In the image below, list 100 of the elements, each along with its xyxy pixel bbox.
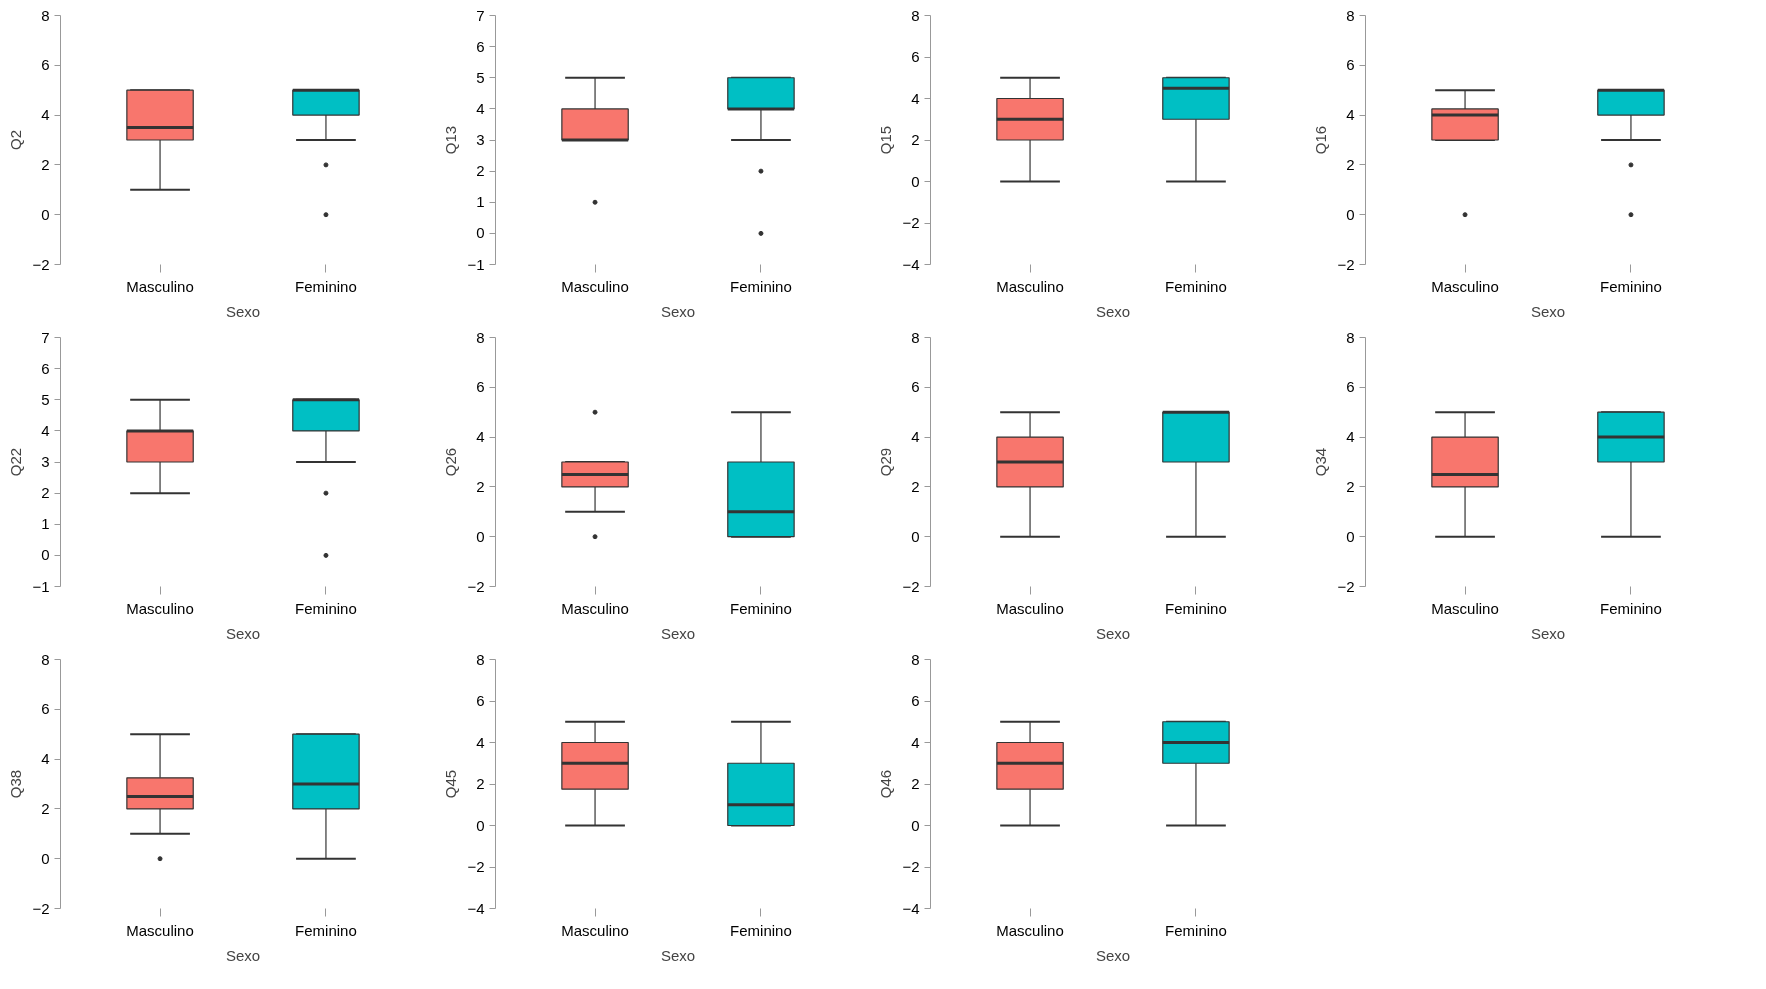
y-tick-label: 4 bbox=[1346, 106, 1355, 124]
y-tick-label: 4 bbox=[911, 428, 920, 446]
x-tick-label: Masculino bbox=[126, 921, 194, 939]
y-tick-label: −2 bbox=[902, 858, 920, 875]
y-axis-title: Q15 bbox=[877, 125, 895, 155]
y-tick-label: 3 bbox=[41, 453, 50, 470]
y-tick-label: −2 bbox=[32, 255, 50, 273]
y-tick-label: 6 bbox=[911, 378, 920, 396]
y-tick-label: 6 bbox=[41, 359, 50, 377]
y-tick-label: 0 bbox=[41, 849, 50, 867]
y-tick-label: 2 bbox=[1346, 155, 1355, 173]
x-tick-label: Feminino bbox=[295, 599, 357, 617]
x-tick-label: Masculino bbox=[1431, 599, 1499, 617]
y-tick-label: −4 bbox=[902, 899, 920, 917]
y-tick-label: 8 bbox=[911, 6, 920, 24]
x-axis-title: Sexo bbox=[225, 946, 261, 964]
y-tick-label: −2 bbox=[1337, 577, 1355, 595]
y-tick-label: 0 bbox=[476, 816, 485, 834]
x-axis-title: Sexo bbox=[1095, 946, 1131, 964]
y-tick-label: 0 bbox=[911, 172, 920, 190]
x-axis-title: Sexo bbox=[225, 624, 261, 642]
x-tick-label: Masculino bbox=[126, 277, 194, 295]
y-tick-label: 6 bbox=[911, 48, 920, 65]
y-tick-label: 8 bbox=[41, 6, 50, 24]
x-tick-label: Feminino bbox=[730, 599, 792, 617]
y-tick-label: 8 bbox=[1346, 328, 1355, 346]
y-tick-label: −1 bbox=[467, 255, 485, 273]
y-tick-label: 6 bbox=[41, 56, 50, 74]
y-tick-label: 2 bbox=[41, 799, 50, 817]
x-tick-label: Feminino bbox=[1600, 277, 1662, 295]
y-axis-title: Q16 bbox=[1312, 125, 1330, 155]
y-tick-label: 2 bbox=[41, 155, 50, 173]
y-tick-label: 4 bbox=[41, 106, 50, 124]
x-tick-label: Feminino bbox=[730, 277, 792, 295]
y-tick-label: 0 bbox=[1346, 527, 1355, 545]
y-axis-title: Q29 bbox=[877, 447, 895, 477]
x-axis-title: Sexo bbox=[225, 302, 261, 320]
y-axis-title: Q22 bbox=[7, 447, 25, 477]
y-tick-label: −2 bbox=[902, 577, 920, 595]
y-tick-label: 0 bbox=[1346, 205, 1355, 223]
y-tick-label: 7 bbox=[41, 328, 50, 346]
y-tick-label: 8 bbox=[476, 328, 485, 346]
y-tick-label: 8 bbox=[1346, 6, 1355, 24]
y-tick-label: 1 bbox=[41, 515, 50, 533]
y-tick-label: 4 bbox=[911, 89, 920, 107]
y-tick-label: 0 bbox=[476, 527, 485, 545]
x-tick-label: Masculino bbox=[996, 921, 1064, 939]
y-tick-label: −2 bbox=[1337, 255, 1355, 273]
y-tick-label: 0 bbox=[911, 527, 920, 545]
y-tick-label: 4 bbox=[41, 750, 50, 768]
y-tick-label: 5 bbox=[476, 68, 485, 86]
y-axis-title: Q26 bbox=[442, 447, 460, 477]
y-tick-label: −2 bbox=[32, 899, 50, 917]
x-tick-label: Masculino bbox=[126, 599, 194, 617]
y-tick-label: −2 bbox=[902, 214, 920, 231]
y-tick-label: 1 bbox=[476, 193, 485, 211]
x-axis-title: Sexo bbox=[1530, 302, 1566, 320]
x-axis-title: Sexo bbox=[660, 946, 696, 964]
y-tick-label: 8 bbox=[911, 328, 920, 346]
y-tick-label: 2 bbox=[911, 131, 920, 148]
x-axis-title: Sexo bbox=[1530, 624, 1566, 642]
y-tick-label: −4 bbox=[902, 255, 920, 273]
y-tick-label: 2 bbox=[911, 775, 920, 792]
y-tick-label: 2 bbox=[476, 162, 485, 180]
y-tick-label: 0 bbox=[911, 816, 920, 834]
y-tick-label: 4 bbox=[476, 733, 485, 751]
x-tick-label: Feminino bbox=[295, 921, 357, 939]
y-tick-label: 4 bbox=[1346, 428, 1355, 446]
y-tick-label: 8 bbox=[911, 650, 920, 668]
y-tick-label: 6 bbox=[1346, 56, 1355, 74]
y-tick-label: 4 bbox=[476, 428, 485, 446]
y-axis-title: Q13 bbox=[442, 125, 460, 155]
y-tick-label: 6 bbox=[476, 692, 485, 709]
y-tick-label: −4 bbox=[467, 899, 485, 917]
x-axis-title: Sexo bbox=[660, 302, 696, 320]
y-tick-label: 6 bbox=[476, 378, 485, 396]
y-axis-title: Q46 bbox=[877, 769, 895, 799]
x-axis-title: Sexo bbox=[1095, 624, 1131, 642]
y-tick-label: −2 bbox=[467, 577, 485, 595]
y-tick-label: 5 bbox=[41, 390, 50, 408]
x-tick-label: Feminino bbox=[1165, 277, 1227, 295]
x-tick-label: Feminino bbox=[295, 277, 357, 295]
y-tick-label: −1 bbox=[32, 577, 50, 595]
y-tick-label: 2 bbox=[476, 477, 485, 495]
x-tick-label: Feminino bbox=[730, 921, 792, 939]
y-tick-label: 2 bbox=[41, 484, 50, 502]
y-axis-title: Q38 bbox=[7, 769, 25, 799]
y-tick-label: 4 bbox=[41, 421, 50, 439]
x-axis-title: Sexo bbox=[1095, 302, 1131, 320]
x-tick-label: Masculino bbox=[561, 599, 629, 617]
y-tick-label: 0 bbox=[41, 205, 50, 223]
x-tick-label: Feminino bbox=[1165, 921, 1227, 939]
y-tick-label: 2 bbox=[476, 775, 485, 792]
x-tick-label: Feminino bbox=[1600, 599, 1662, 617]
x-tick-label: Masculino bbox=[561, 277, 629, 295]
y-tick-label: 4 bbox=[911, 733, 920, 751]
y-tick-label: 0 bbox=[476, 224, 485, 242]
y-tick-label: 3 bbox=[476, 131, 485, 148]
y-tick-label: 6 bbox=[476, 37, 485, 55]
y-tick-label: 8 bbox=[41, 650, 50, 668]
